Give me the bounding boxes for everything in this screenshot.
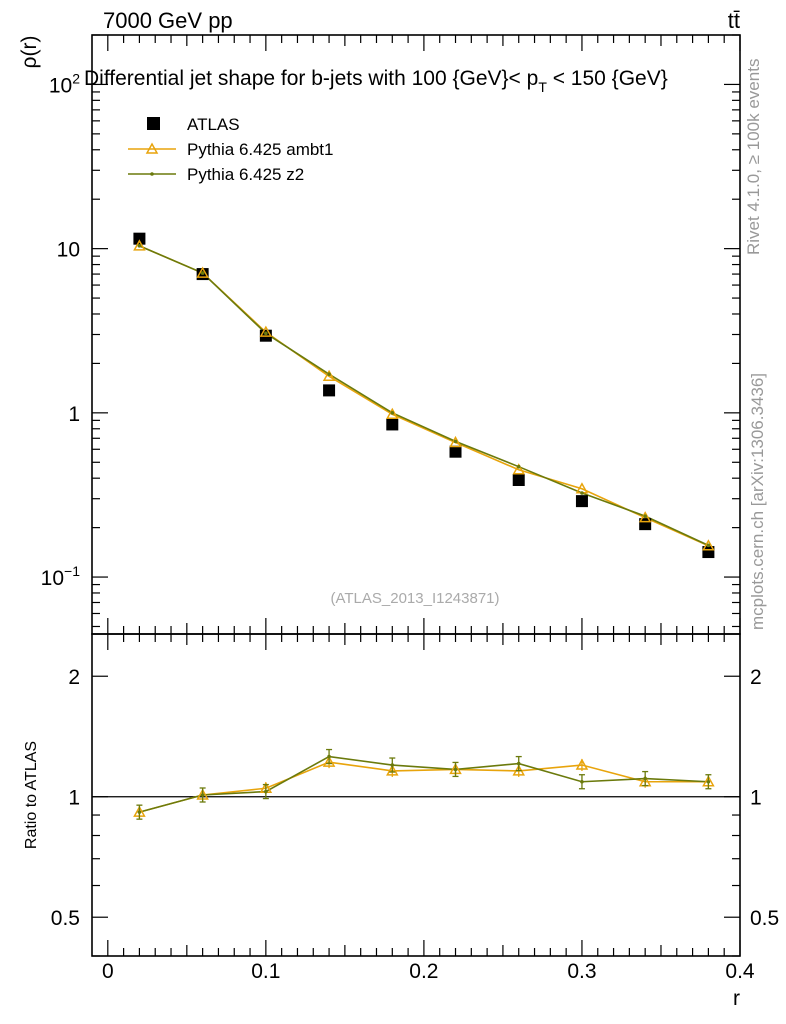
process-label: tt̄ [728, 8, 740, 33]
upper-y-tick-label: 1 [68, 403, 80, 426]
ambt1-line [139, 245, 709, 547]
ratio-z2-line [139, 755, 709, 813]
z2-point [137, 244, 142, 248]
ratio-y-tick-label-right: 2 [750, 666, 762, 689]
ratio-z2-point [453, 767, 458, 772]
z2-point [706, 543, 711, 548]
ambt1-point [322, 369, 336, 382]
chart-title: Differential jet shape for b-jets with 1… [84, 67, 668, 95]
chart-title-tail: < 150 {GeV} [547, 67, 668, 90]
ratio-y-axis-label: Ratio to ATLAS [23, 741, 40, 849]
upper-series-lines [139, 245, 709, 547]
ratio-ambt1-point [575, 758, 589, 770]
ratio-z2-point [327, 754, 331, 759]
tick-base: 10 [41, 567, 64, 590]
legend-atlas-label: ATLAS [187, 115, 240, 134]
ratio-y-tick-label-left: 1 [68, 787, 80, 810]
ratio-frame [91, 633, 741, 957]
legend-ambt1-label: Pythia 6.425 ambt1 [187, 140, 333, 159]
rivet-version-label: Rivet 4.1.0, ≥ 100k events [744, 59, 763, 255]
ratio-z2-point [264, 789, 268, 794]
tick-base: 1 [68, 403, 80, 426]
ratio-z2-point [200, 793, 205, 797]
chart-title-subscript: T [538, 79, 547, 95]
ratio-z2-point [390, 763, 395, 767]
ratio-z2-point [137, 810, 142, 814]
z2-point [453, 439, 458, 444]
upper-series-markers [133, 232, 715, 559]
energy-label: 7000 GeV pp [103, 8, 233, 33]
legend-z2-marker [150, 172, 154, 176]
atlas-point [133, 232, 146, 245]
x-tick-label: 0.1 [251, 960, 280, 983]
tick-exponent: −1 [64, 563, 80, 579]
tick-base: 10 [49, 74, 72, 97]
atlas-point [386, 418, 399, 431]
ratio-y-tick-label-right: 1 [750, 787, 762, 810]
ratio-y-tick-label-left: 0.5 [51, 907, 80, 930]
x-tick-label: 0.3 [567, 960, 596, 983]
analysis-watermark: (ATLAS_2013_I1243871) [330, 590, 499, 607]
ratio-z2-point [580, 779, 584, 784]
upper-y-axis-label: ρ(r) [18, 36, 41, 69]
ratio-ambt1-point [386, 764, 399, 776]
ambt1-point [259, 325, 273, 337]
ratio-axis-ticks: 0.5 0.5 1 1 2 2 0 0.1 0.2 0.3 0.4 [51, 634, 779, 983]
z2-point [327, 372, 331, 376]
ratio-ambt1-line [139, 761, 709, 813]
legend: ATLAS Pythia 6.425 ambt1 Pythia 6.425 z2 [128, 115, 333, 184]
z2-point [200, 271, 205, 275]
x-axis-label: r [733, 987, 740, 1010]
ratio-y-tick-label-left: 2 [68, 666, 80, 689]
atlas-point [575, 495, 588, 508]
ratio-series-lines [139, 755, 709, 813]
ambt1-point [133, 239, 146, 251]
atlas-point [323, 384, 336, 397]
ambt1-point [638, 511, 652, 523]
upper-y-tick-label: 102 [49, 70, 80, 97]
ratio-z2-point [706, 779, 711, 784]
z2-point [516, 464, 521, 469]
legend-ambt1-marker [145, 142, 159, 154]
legend-z2-label: Pythia 6.425 z2 [187, 165, 304, 184]
upper-y-tick-label: 10−1 [41, 563, 81, 590]
ratio-z2-point [516, 761, 521, 766]
mcplots-label: mcplots.cern.ch [arXiv:1306.3436] [748, 373, 767, 630]
legend-atlas-marker [147, 117, 160, 130]
ratio-panel: 0.5 0.5 1 1 2 2 0 0.1 0.2 0.3 0.4 Ratio to ATLAS r [23, 633, 779, 1010]
ambt1-point [196, 266, 209, 278]
atlas-point [512, 473, 525, 486]
ratio-z2-point [643, 776, 647, 781]
x-tick-label: 0.2 [409, 960, 438, 983]
tick-exponent: 2 [72, 70, 80, 86]
x-tick-label: 0 [102, 960, 114, 983]
chart-title-main: Differential jet shape for b-jets with 1… [84, 67, 509, 90]
ratio-y-tick-label-right: 0.5 [750, 907, 779, 930]
ambt1-point [512, 463, 526, 475]
z2-point [264, 331, 268, 336]
chart-title-lt: < p [509, 67, 539, 90]
atlas-point [702, 546, 715, 559]
x-tick-label: 0.4 [725, 960, 755, 983]
z2-line [139, 245, 709, 547]
ratio-series-markers [133, 748, 715, 820]
atlas-point [449, 445, 462, 458]
z2-point [390, 411, 395, 415]
ambt1-point [702, 539, 715, 551]
z2-point [643, 514, 647, 518]
ambt1-point [449, 435, 462, 448]
ratio-ambt1-point [322, 755, 336, 767]
upper-y-tick-label: 10 [57, 239, 80, 262]
ambt1-point [386, 407, 399, 420]
tick-base: 10 [57, 239, 80, 262]
z2-point [580, 491, 584, 495]
